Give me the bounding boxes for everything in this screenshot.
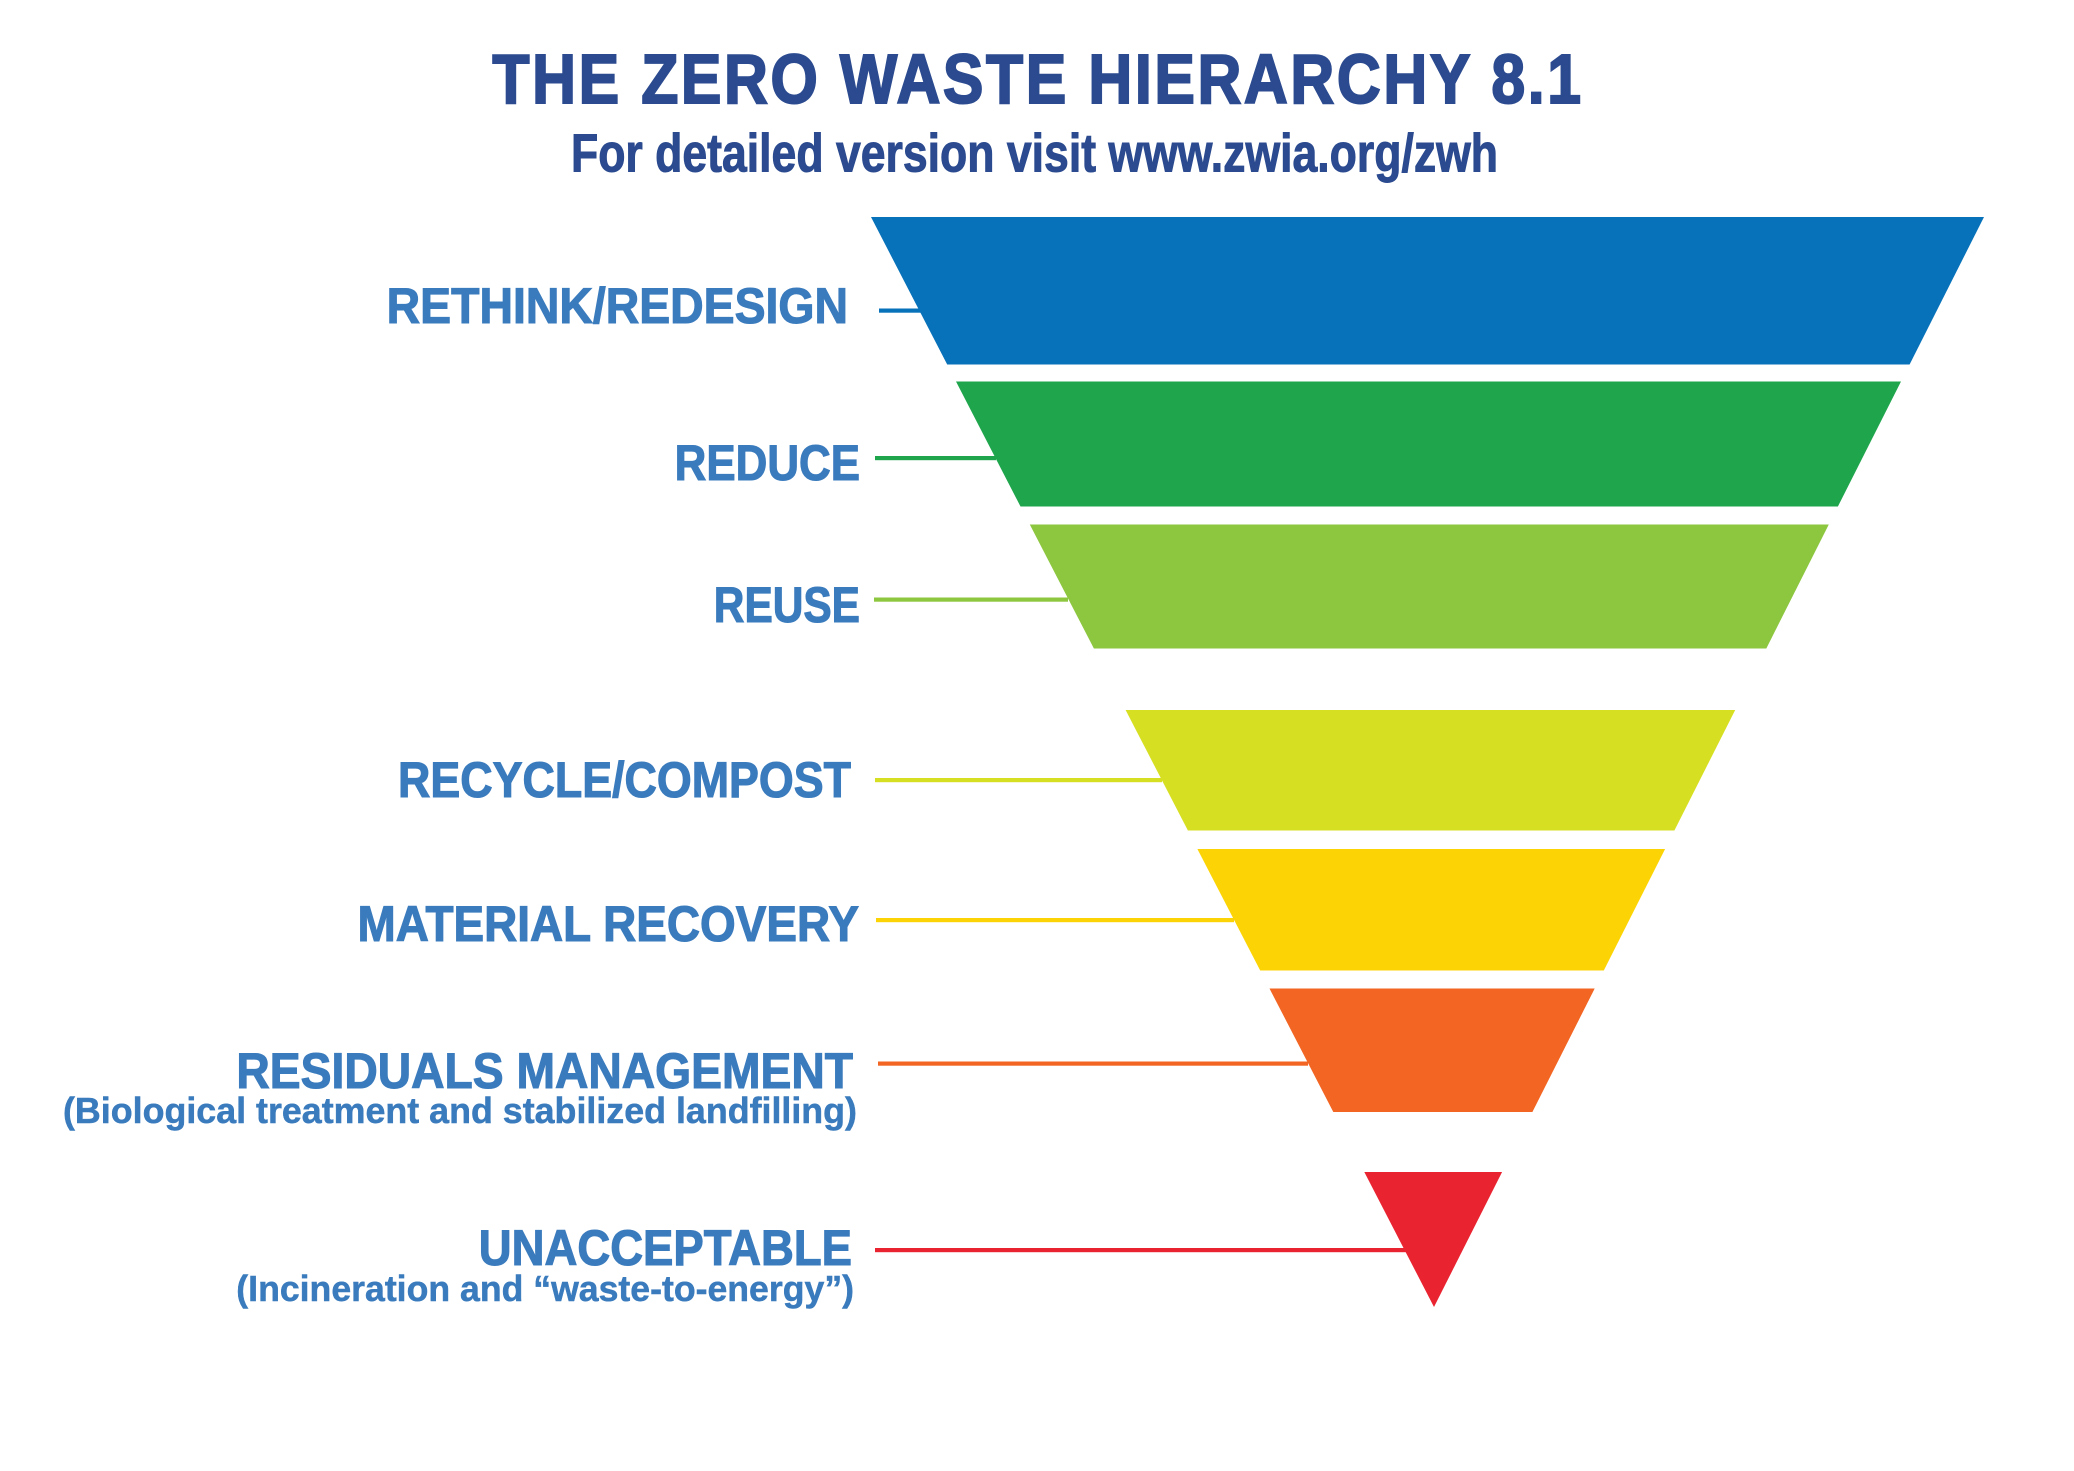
svg-text:For detailed version visit www: For detailed version visit www.zwia.org/… (571, 124, 1498, 184)
svg-text:MATERIAL RECOVERY: MATERIAL RECOVERY (358, 897, 859, 952)
svg-text:REUSE: REUSE (714, 577, 860, 633)
svg-text:RETHINK/REDESIGN: RETHINK/REDESIGN (387, 278, 848, 334)
svg-text:RESIDUALS MANAGEMENT: RESIDUALS MANAGEMENT (236, 1043, 853, 1099)
svg-text:REDUCE: REDUCE (675, 434, 860, 490)
svg-text:(Biological treatment and stab: (Biological treatment and stabilized lan… (63, 1090, 857, 1131)
svg-text:UNACCEPTABLE: UNACCEPTABLE (479, 1221, 852, 1276)
svg-text:(Incineration and “waste-to-en: (Incineration and “waste-to-energy”) (236, 1269, 854, 1309)
svg-text:RECYCLE/COMPOST: RECYCLE/COMPOST (398, 753, 851, 809)
svg-text:THE ZERO WASTE HIERARCHY 8.1: THE ZERO WASTE HIERARCHY 8.1 (492, 40, 1583, 118)
